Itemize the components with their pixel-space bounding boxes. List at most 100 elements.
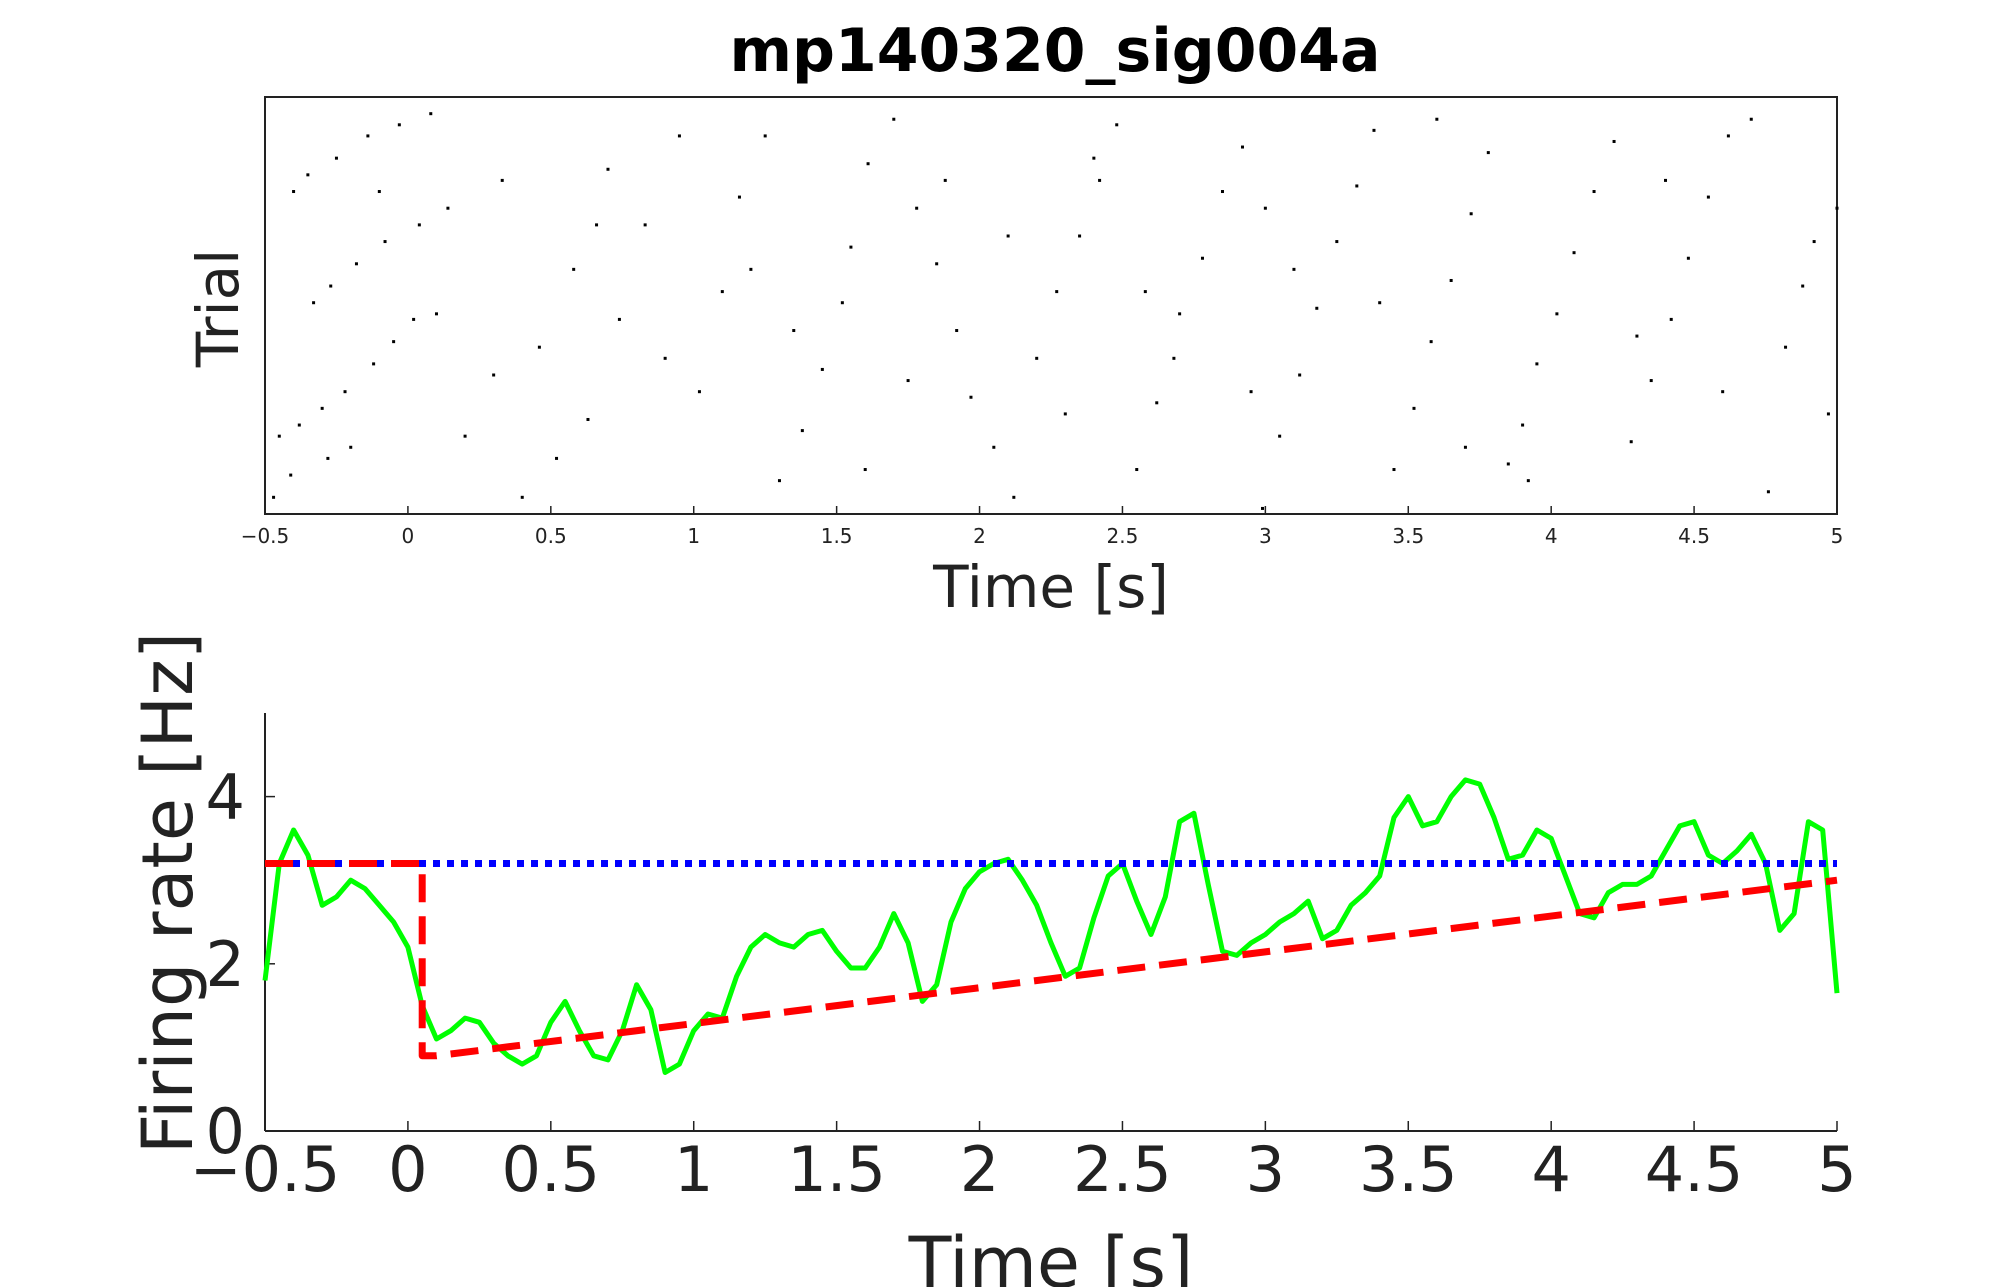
- spike-point: [434, 312, 438, 316]
- spike-point: [1812, 240, 1816, 244]
- spike-point: [1178, 312, 1182, 316]
- spike-point: [1355, 184, 1359, 188]
- spike-point: [1392, 468, 1396, 472]
- raster-x-tick-label: 2: [973, 524, 986, 548]
- firing-rate-x-tick-label: 2.5: [1073, 1133, 1172, 1206]
- spike-point: [1378, 301, 1382, 305]
- raster-points: [272, 112, 1839, 510]
- firing-rate-x-tick-label: −0.5: [190, 1133, 341, 1206]
- firing-rate-x-axis-label: Time [s]: [908, 1222, 1194, 1287]
- spike-point: [1526, 479, 1530, 483]
- spike-point: [1220, 190, 1224, 194]
- spike-point: [377, 190, 381, 194]
- spike-point: [1249, 390, 1253, 394]
- raster-x-tick-label: 0: [402, 524, 415, 548]
- spike-point: [349, 445, 353, 449]
- spike-point: [737, 195, 741, 199]
- spike-point: [720, 290, 724, 294]
- spike-point: [537, 345, 541, 349]
- firing-rate-x-tick-label: 5: [1817, 1133, 1856, 1206]
- spike-point: [1063, 412, 1067, 416]
- spike-point: [1078, 234, 1082, 238]
- spike-point: [763, 134, 767, 138]
- spike-point: [820, 367, 824, 371]
- spike-point: [606, 167, 610, 171]
- spike-point: [1155, 401, 1159, 405]
- spike-point: [1292, 267, 1296, 271]
- spike-point: [1098, 178, 1102, 182]
- firing-rate-panel: −0.5 0 0.5 1 1.5 2 2.5 3 3.5 4 4.5 5 024 Time [s] F…: [127, 632, 1857, 1287]
- spike-point: [643, 223, 647, 227]
- spike-point: [1721, 390, 1725, 394]
- raster-axes-box: [264, 96, 1838, 515]
- raster-x-tick-label: 1: [687, 524, 700, 548]
- firing-rate-x-tick-label: 2: [960, 1133, 999, 1206]
- spike-point: [1143, 290, 1147, 294]
- spike-point: [446, 206, 450, 210]
- spike-point: [1612, 139, 1616, 143]
- spike-point: [520, 495, 524, 499]
- spike-point: [777, 479, 781, 483]
- raster-y-axis-label: Trial: [184, 249, 252, 369]
- spike-point: [1135, 468, 1139, 472]
- spike-point: [1261, 506, 1265, 510]
- spike-point: [1240, 145, 1244, 149]
- firing-rate-x-tick-label: 1: [674, 1133, 713, 1206]
- firing-rate-y-tick-label: 2: [206, 928, 245, 1001]
- spike-point: [1469, 212, 1473, 216]
- spike-point: [915, 206, 919, 210]
- firing-rate-x-tick-label: 0.5: [502, 1133, 601, 1206]
- spike-point: [463, 434, 467, 438]
- spike-point: [1801, 284, 1805, 288]
- spike-point: [1006, 234, 1010, 238]
- spike-point: [1335, 240, 1339, 244]
- spike-point: [417, 223, 421, 227]
- spike-point: [1035, 356, 1039, 360]
- spike-point: [1092, 156, 1096, 160]
- raster-x-tick-label: 4: [1545, 524, 1558, 548]
- firing-rate-lines: [262, 777, 1840, 1075]
- spike-point: [1429, 340, 1433, 344]
- raster-x-tick-label: 0.5: [535, 524, 567, 548]
- spike-point: [800, 429, 804, 433]
- spike-point: [749, 267, 753, 271]
- firing-rate-x-tick-label: 0: [388, 1133, 427, 1206]
- spike-point: [992, 445, 996, 449]
- spike-point: [1263, 206, 1267, 210]
- spike-point: [397, 123, 401, 127]
- spike-point: [329, 284, 333, 288]
- spike-point: [1521, 423, 1525, 427]
- spike-point: [1172, 356, 1176, 360]
- spike-point: [1669, 317, 1673, 321]
- spike-point: [1200, 256, 1204, 260]
- spike-point: [1435, 117, 1439, 121]
- spike-point: [326, 456, 330, 460]
- spike-point: [1649, 379, 1653, 383]
- spike-point: [586, 417, 590, 421]
- chart-title: mp140320_sig004a: [730, 16, 1381, 86]
- raster-x-tick-label: 4.5: [1678, 524, 1710, 548]
- spike-point: [1706, 195, 1710, 199]
- spike-point: [697, 390, 701, 394]
- raster-x-tick-label: 3: [1259, 524, 1272, 548]
- spike-point: [320, 406, 324, 410]
- spike-point: [1315, 306, 1319, 310]
- spike-point: [1766, 490, 1770, 494]
- raster-x-ticks: −0.5 0 0.5 1 1.5 2 2.5 3 3.5 4 4.5 5: [241, 506, 1843, 548]
- spike-point: [1412, 406, 1416, 410]
- spike-point: [892, 117, 896, 121]
- firing-rate-y-ticks: 0 2 4: [206, 761, 275, 1168]
- spike-point: [955, 329, 959, 333]
- spike-point: [272, 495, 276, 499]
- raster-x-tick-label: 1.5: [821, 524, 853, 548]
- spike-point: [1826, 412, 1830, 416]
- spike-point: [1555, 312, 1559, 316]
- spike-point: [1749, 117, 1753, 121]
- spike-point: [292, 190, 296, 194]
- firing-rate-green-series: [262, 777, 1840, 1075]
- spike-point: [663, 356, 667, 360]
- firing-rate-y-tick-label: 0: [206, 1095, 245, 1168]
- raster-x-tick-label: 3.5: [1392, 524, 1424, 548]
- spike-point: [334, 156, 338, 160]
